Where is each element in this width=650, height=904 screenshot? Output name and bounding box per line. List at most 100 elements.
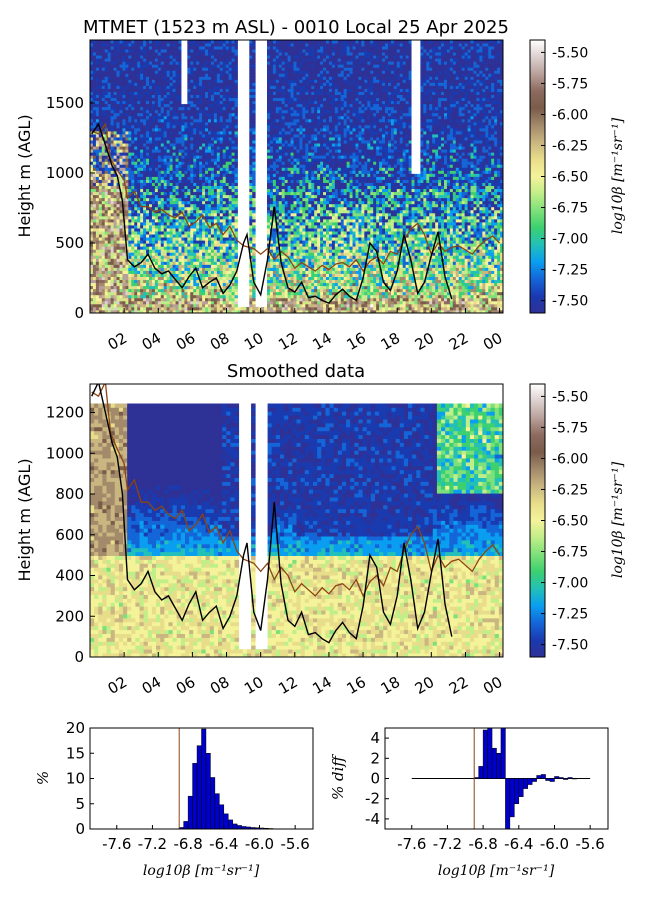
heatmap-cell <box>167 286 170 289</box>
heatmap-cell <box>184 146 187 149</box>
heatmap-cell <box>111 219 114 222</box>
heatmap-cell <box>90 307 93 310</box>
heatmap-cell <box>134 95 137 98</box>
heatmap-cell <box>122 95 125 98</box>
heatmap-cell <box>143 274 146 277</box>
heatmap-cell <box>181 76 184 79</box>
heatmap-cell <box>90 264 93 267</box>
heatmap-cell <box>90 116 93 119</box>
heatmap-cell <box>179 204 182 207</box>
heatmap-cell <box>211 198 214 201</box>
heatmap-cell <box>187 240 190 243</box>
heatmap-cell <box>232 73 235 76</box>
heatmap-cell <box>152 183 155 186</box>
chart-title: MTMET (1523 m ASL) - 0010 Local 25 Apr 2… <box>83 17 509 38</box>
heatmap-cell <box>176 137 179 140</box>
heatmap-cell <box>249 158 252 161</box>
heatmap-cell <box>205 95 208 98</box>
heatmap-cell <box>202 231 205 234</box>
heatmap-cell <box>181 92 184 95</box>
heatmap-cell <box>140 64 143 67</box>
heatmap-cell <box>214 252 217 255</box>
heatmap-cell <box>108 64 111 67</box>
heatmap-cell <box>137 43 140 46</box>
heatmap-cell <box>131 249 134 252</box>
heatmap-cell <box>190 298 193 301</box>
heatmap-cell <box>90 143 93 146</box>
heatmap-cell <box>170 46 173 49</box>
heatmap-cell <box>223 55 226 58</box>
heatmap-cell <box>267 192 270 195</box>
heatmap-cell <box>167 134 170 137</box>
heatmap-cell <box>190 58 193 61</box>
heatmap-cell <box>137 137 140 140</box>
heatmap-cell <box>179 64 182 67</box>
heatmap-cell <box>223 149 226 152</box>
heatmap-cell <box>152 43 155 46</box>
heatmap-cell <box>158 128 161 131</box>
heatmap-cell <box>196 92 199 95</box>
heatmap-cell <box>161 125 164 128</box>
heatmap-cell <box>155 73 158 76</box>
heatmap-cell <box>134 258 137 261</box>
heatmap-cell <box>120 304 123 307</box>
heatmap-cell <box>173 210 176 213</box>
heatmap-cell <box>108 76 111 79</box>
heatmap-cell <box>199 204 202 207</box>
heatmap-cell <box>137 164 140 167</box>
heatmap-cell <box>176 246 179 249</box>
heatmap-cell <box>202 280 205 283</box>
heatmap-cell <box>220 143 223 146</box>
heatmap-cell <box>90 192 93 195</box>
heatmap-cell <box>220 304 223 307</box>
heatmap-cell <box>155 140 158 143</box>
heatmap-cell <box>114 231 117 234</box>
heatmap-cell <box>176 249 179 252</box>
heatmap-cell <box>196 249 199 252</box>
heatmap-cell <box>202 274 205 277</box>
heatmap-cell <box>246 307 249 310</box>
heatmap-cell <box>270 128 273 131</box>
heatmap-cell <box>111 237 114 240</box>
heatmap-cell <box>232 104 235 107</box>
heatmap-cell <box>196 158 199 161</box>
heatmap-cell <box>155 298 158 301</box>
heatmap-cell <box>161 234 164 237</box>
heatmap-cell <box>167 73 170 76</box>
heatmap-cell <box>229 89 232 92</box>
heatmap-cell <box>184 67 187 70</box>
heatmap-cell <box>270 158 273 161</box>
heatmap-cell <box>134 170 137 173</box>
heatmap-cell <box>170 101 173 104</box>
heatmap-cell <box>220 243 223 246</box>
heatmap-cell <box>99 222 102 225</box>
heatmap-cell <box>170 228 173 231</box>
heatmap-cell <box>99 280 102 283</box>
heatmap-cell <box>270 67 273 70</box>
heatmap-cell <box>140 289 143 292</box>
heatmap-cell <box>170 110 173 113</box>
heatmap-cell <box>128 204 131 207</box>
heatmap-cell <box>146 119 149 122</box>
heatmap-cell <box>114 189 117 192</box>
heatmap-cell <box>155 198 158 201</box>
heatmap-cell <box>229 67 232 70</box>
heatmap-cell <box>90 64 93 67</box>
heatmap-cell <box>143 252 146 255</box>
heatmap-cell <box>167 125 170 128</box>
heatmap-cell <box>143 122 146 125</box>
heatmap-cell <box>96 52 99 55</box>
heatmap-cell <box>125 161 128 164</box>
heatmap-cell <box>232 125 235 128</box>
heatmap-cell <box>164 298 167 301</box>
heatmap-cell <box>217 40 220 43</box>
heatmap-cell <box>120 86 123 89</box>
heatmap-cell <box>149 95 152 98</box>
heatmap-cell <box>102 234 105 237</box>
heatmap-cell <box>226 95 229 98</box>
heatmap-cell <box>208 131 211 134</box>
heatmap-cell <box>143 301 146 304</box>
heatmap-cell <box>111 307 114 310</box>
heatmap-cell <box>176 161 179 164</box>
heatmap-cell <box>214 204 217 207</box>
